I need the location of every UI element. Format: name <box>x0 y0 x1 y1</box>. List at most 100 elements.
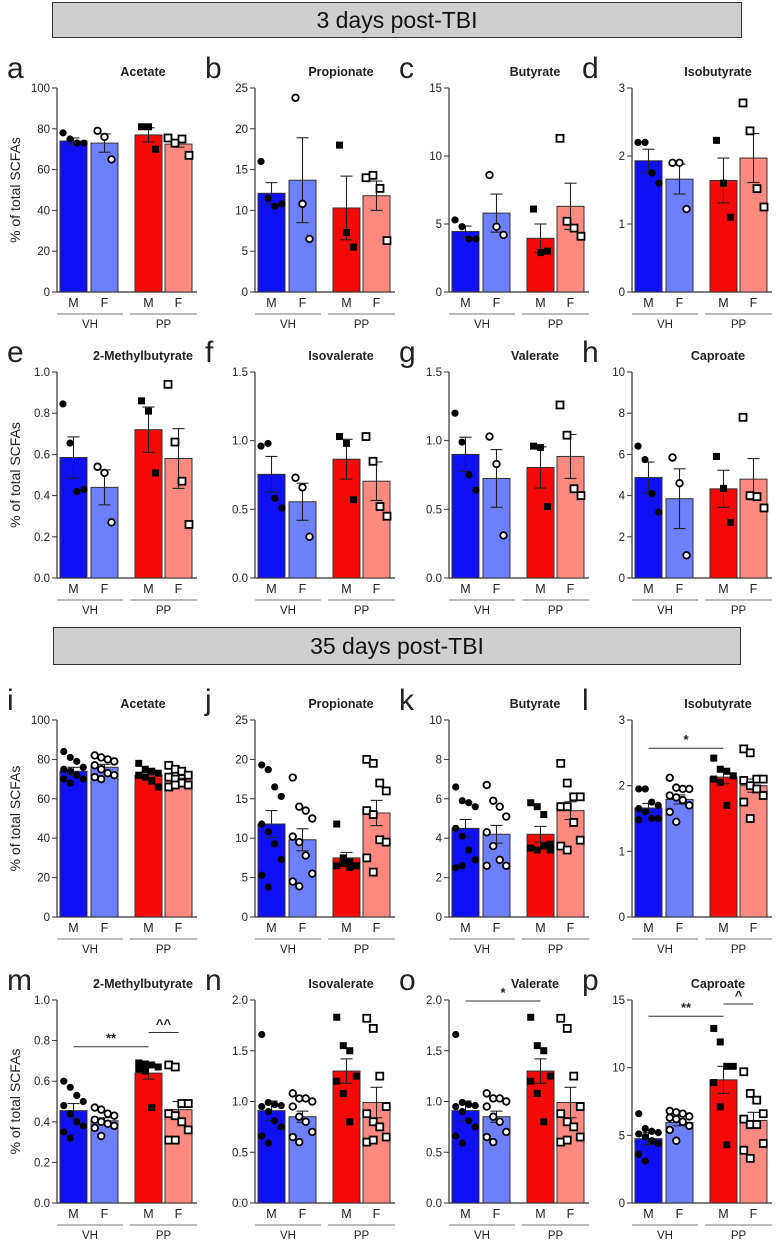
data-point <box>177 134 187 144</box>
data-point <box>665 807 674 817</box>
data-point <box>141 1067 149 1075</box>
y-tick-label: 0.5 <box>426 504 442 516</box>
data-point <box>482 780 491 790</box>
data-point <box>655 179 663 187</box>
data-point <box>288 1132 297 1142</box>
data-point <box>738 412 748 422</box>
data-point <box>465 235 473 243</box>
data-point <box>257 442 265 450</box>
panel-title: Caproate <box>691 349 745 363</box>
data-point <box>482 828 491 837</box>
data-point <box>368 810 378 819</box>
data-point <box>485 432 494 441</box>
treatment-label: VH <box>82 1230 98 1240</box>
panel-title: Isovalerate <box>308 349 373 363</box>
data-point <box>544 247 551 255</box>
y-tick-label: 0 <box>619 573 625 585</box>
y-tick-label: 5 <box>619 1130 625 1142</box>
treatment-label: VH <box>474 319 490 331</box>
data-point <box>170 1135 180 1145</box>
data-point <box>648 1127 656 1135</box>
data-point <box>451 409 459 417</box>
data-point <box>271 202 279 210</box>
y-tick-label: 10 <box>235 205 248 217</box>
data-point <box>73 139 81 147</box>
data-point <box>333 820 341 828</box>
sex-label: M <box>143 582 153 596</box>
data-point <box>492 222 501 231</box>
sex-label: F <box>676 921 684 935</box>
data-point <box>368 1135 378 1145</box>
y-tick-label: 1.0 <box>426 436 442 448</box>
sex-label: F <box>299 296 307 310</box>
data-point <box>502 812 511 821</box>
bar-VH-M <box>451 453 480 579</box>
data-point <box>170 138 180 148</box>
treatment-label: PP <box>354 944 370 956</box>
data-point <box>451 216 459 224</box>
y-tick-label: 0.6 <box>34 449 50 461</box>
data-point <box>288 832 297 841</box>
data-point <box>336 433 343 441</box>
data-point <box>152 469 159 477</box>
panel-title: Caproate <box>691 977 745 991</box>
y-tick-label: 60 <box>37 165 50 177</box>
sex-label: M <box>460 582 470 596</box>
sex-label: F <box>175 921 183 935</box>
y-tick-label: 25 <box>235 715 248 727</box>
sex-label: M <box>341 921 351 935</box>
y-tick-label: 0.4 <box>34 491 51 503</box>
panel-letter: e <box>7 336 24 369</box>
treatment-label: PP <box>548 605 564 617</box>
data-point <box>288 1102 297 1111</box>
panel-title: Butyrate <box>510 65 561 79</box>
data-point <box>66 1134 74 1142</box>
data-point <box>308 1127 317 1137</box>
data-point <box>177 1117 187 1127</box>
sex-label: F <box>750 1207 758 1221</box>
data-point <box>264 194 272 202</box>
data-point <box>361 432 371 441</box>
data-point <box>264 883 272 891</box>
data-point <box>635 1150 643 1158</box>
treatment-label: VH <box>82 944 98 956</box>
y-tick-label: 3 <box>619 715 625 727</box>
bar-PP-F <box>164 143 193 293</box>
data-point <box>148 777 156 785</box>
data-point <box>458 832 466 840</box>
y-axis-label: % of total SCFAs <box>7 422 23 528</box>
data-point <box>90 772 99 782</box>
data-point <box>60 775 68 783</box>
y-tick-label: 6 <box>436 794 442 806</box>
sex-label: F <box>101 1207 109 1221</box>
bar-VH-M <box>451 827 480 918</box>
data-point <box>562 1117 572 1127</box>
data-point <box>288 877 297 886</box>
data-point <box>264 1108 272 1116</box>
data-point <box>641 1157 649 1165</box>
y-tick-label: 0 <box>242 287 248 299</box>
treatment-label: PP <box>354 1230 370 1240</box>
data-point <box>452 824 460 832</box>
data-point <box>184 520 194 529</box>
data-point <box>148 767 156 775</box>
panel-title: Valerate <box>511 977 559 991</box>
data-point <box>291 93 300 102</box>
data-point <box>569 818 579 827</box>
y-tick-label: 1.0 <box>34 995 50 1007</box>
data-point <box>110 1111 119 1120</box>
data-point <box>685 801 694 810</box>
panel-title: Butyrate <box>510 697 561 711</box>
data-point <box>527 1077 535 1085</box>
sex-label: F <box>567 582 575 596</box>
treatment-label: VH <box>82 605 98 617</box>
data-point <box>308 1097 317 1106</box>
data-point <box>368 170 378 180</box>
data-point <box>66 1110 74 1118</box>
y-tick-label: 0.2 <box>34 532 50 544</box>
panel-title: 2-Methylbutyrate <box>93 977 193 991</box>
data-point <box>277 1123 285 1131</box>
data-point <box>745 1088 755 1098</box>
